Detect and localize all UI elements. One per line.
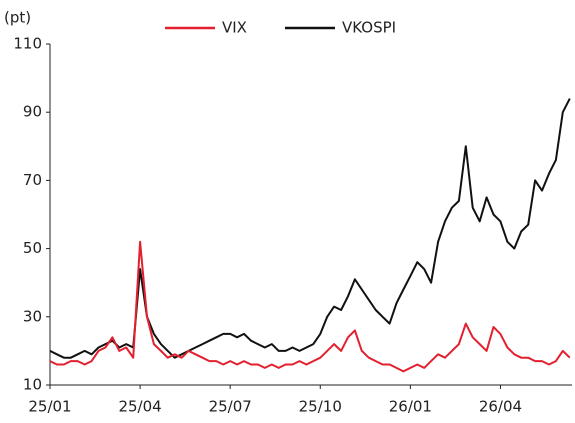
y-tick-label: 50 (23, 239, 42, 257)
legend-label: VIX (222, 19, 247, 37)
y-tick-label: 110 (13, 35, 42, 53)
x-tick-label: 26/01 (389, 398, 432, 416)
series-line (49, 98, 571, 359)
y-tick-label: 10 (23, 376, 42, 394)
y-unit: (pt) (4, 9, 31, 27)
legend-label: VKOSPI (342, 19, 396, 37)
x-tick-label: 25/04 (118, 398, 161, 416)
x-tick-label: 26/04 (479, 398, 522, 416)
y-tick-label: 30 (23, 307, 42, 325)
x-tick-label: 25/07 (209, 398, 252, 416)
x-tick-label: 25/10 (299, 398, 342, 416)
y-tick-label: 70 (23, 171, 42, 189)
y-tick-label: 90 (23, 103, 42, 121)
series-line (49, 240, 571, 373)
x-tick-label: 25/01 (28, 398, 71, 416)
